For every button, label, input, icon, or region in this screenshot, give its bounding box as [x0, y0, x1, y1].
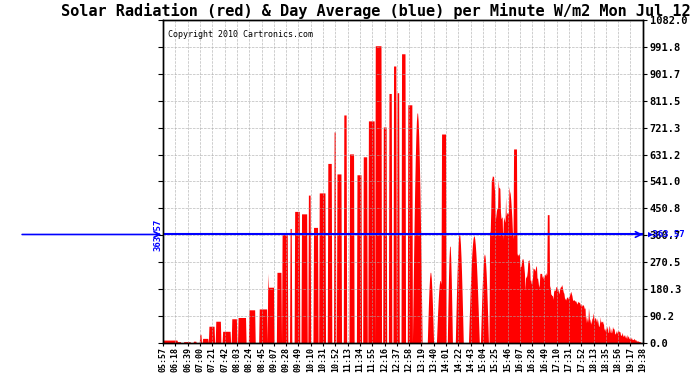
Text: ▶363.57: ▶363.57	[648, 230, 685, 239]
Title: Solar Radiation (red) & Day Average (blue) per Minute W/m2 Mon Jul 12 19:57: Solar Radiation (red) & Day Average (blu…	[61, 3, 690, 19]
Text: Copyright 2010 Cartronics.com: Copyright 2010 Cartronics.com	[168, 30, 313, 39]
Text: 363.57: 363.57	[154, 218, 163, 250]
